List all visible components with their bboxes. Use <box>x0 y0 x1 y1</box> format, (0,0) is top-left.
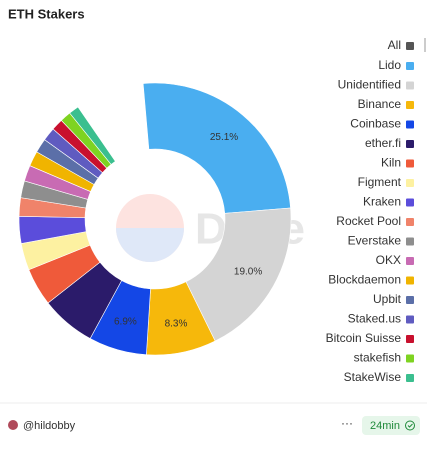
legend-swatch <box>406 276 414 285</box>
legend-swatch <box>406 159 414 168</box>
legend-swatch <box>406 101 414 109</box>
slice-label: 25.1% <box>210 132 238 143</box>
slice <box>69 106 116 165</box>
legend-label: Staked.us <box>348 312 401 326</box>
age: 24min <box>370 420 400 432</box>
slice-label: 19.0% <box>234 266 262 277</box>
legend-swatch <box>406 315 414 324</box>
legend-swatch <box>406 237 414 246</box>
slice-label: 8.3% <box>165 319 188 330</box>
legend-toggle[interactable]: All <box>388 38 401 52</box>
legend-label: ether.fi <box>365 136 401 150</box>
legend-swatch <box>406 335 414 343</box>
menu-dots[interactable]: ··· <box>341 416 353 430</box>
legend-label: stakefish <box>354 351 401 365</box>
slice <box>185 207 292 342</box>
legend-label: StakeWise <box>344 370 402 384</box>
check-mark <box>407 423 413 428</box>
legend-swatch <box>406 140 414 148</box>
legend-label: Kraken <box>363 195 401 209</box>
check-icon <box>405 420 415 431</box>
author[interactable]: @hildobby <box>23 420 76 432</box>
legend-toggle-swatch[interactable] <box>406 42 414 50</box>
legend-label: Blockdaemon <box>328 273 401 287</box>
legend-swatch <box>406 257 414 265</box>
legend-swatch <box>406 296 414 304</box>
legend-swatch <box>406 354 414 363</box>
legend-label: Bitcoin Suisse <box>326 331 402 345</box>
legend-label: Rocket Pool <box>336 214 401 228</box>
legend-label: Unidentified <box>338 78 401 92</box>
legend-label: Binance <box>358 97 402 111</box>
avatar <box>8 420 18 430</box>
legend-label: Upbit <box>373 292 402 306</box>
slice <box>142 82 291 214</box>
legend-label: Lido <box>378 58 401 72</box>
legend-swatch <box>406 218 414 226</box>
donut-hole-logo-half <box>116 228 184 262</box>
legend-label: Coinbase <box>350 117 401 131</box>
legend-swatch <box>406 62 414 70</box>
legend-swatch <box>406 179 414 187</box>
legend-swatch <box>406 120 414 129</box>
legend-swatch <box>406 374 414 382</box>
age-badge <box>362 416 420 435</box>
legend-swatch <box>406 81 414 90</box>
legend-swatch <box>406 198 414 207</box>
legend-label: Figment <box>358 175 402 189</box>
chart-title: ETH Stakers <box>8 6 85 21</box>
legend-label: Everstake <box>348 234 402 248</box>
legend-label: OKX <box>376 253 401 267</box>
slice-label: 6.9% <box>114 316 137 327</box>
legend-label: Kiln <box>381 156 401 170</box>
